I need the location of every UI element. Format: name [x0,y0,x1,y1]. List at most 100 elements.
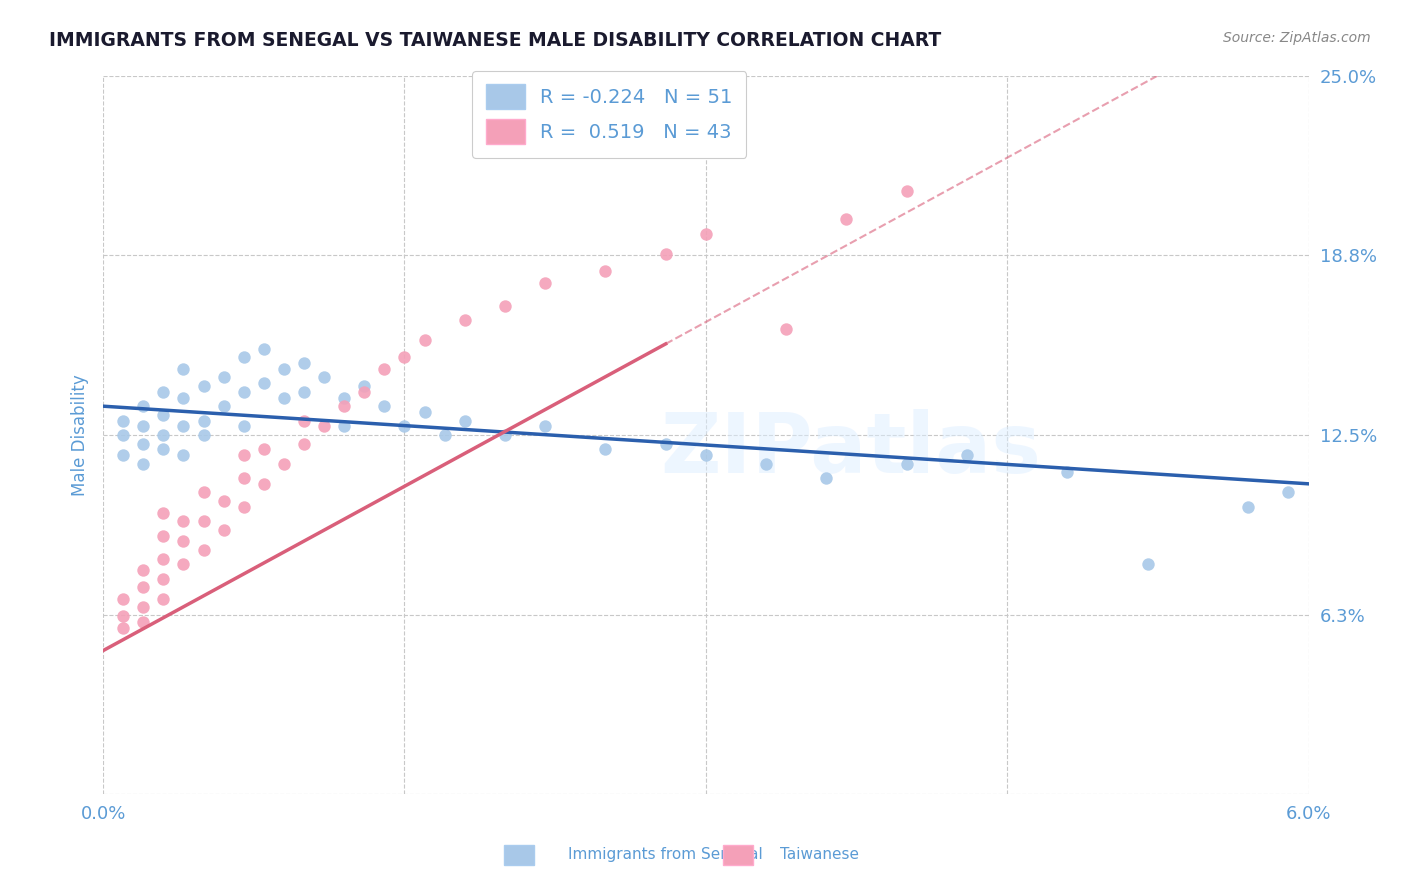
Point [413,405,436,419]
Text: Source: ZipAtlas.com: Source: ZipAtlas.com [1223,31,1371,45]
Point [534,419,557,434]
Point [292,384,315,399]
Point [373,399,395,413]
Point [333,419,356,434]
Point [292,413,315,427]
Point [173,514,195,528]
Point [152,408,174,422]
Point [1136,558,1159,572]
Point [755,457,778,471]
Point [333,391,356,405]
Point [193,485,215,500]
Point [835,212,858,227]
Point [595,264,617,278]
Point [173,361,195,376]
Point [1056,466,1078,480]
Point [232,471,254,485]
Point [695,448,717,462]
Point [173,558,195,572]
Point [132,399,155,413]
Point [494,299,516,313]
Point [353,384,375,399]
Point [212,399,235,413]
Point [394,351,416,365]
Point [132,563,155,577]
Point [193,413,215,427]
Point [896,457,918,471]
Point [132,580,155,594]
Point [193,428,215,442]
Point [152,551,174,566]
Point [1277,485,1299,500]
Point [595,442,617,457]
Point [454,413,477,427]
Point [132,436,155,450]
Point [314,419,336,434]
Point [152,591,174,606]
Text: Immigrants from Senegal: Immigrants from Senegal [568,847,763,862]
Point [253,376,276,391]
Y-axis label: Male Disability: Male Disability [72,374,89,496]
Point [534,276,557,290]
Point [896,184,918,198]
Point [292,436,315,450]
Point [413,333,436,347]
Point [433,428,456,442]
Point [132,419,155,434]
Point [232,419,254,434]
Point [132,457,155,471]
Point [173,391,195,405]
Point [273,361,295,376]
Point [152,428,174,442]
Point [454,313,477,327]
Point [132,615,155,629]
Point [253,442,276,457]
Point [193,543,215,558]
Point [173,419,195,434]
Point [232,500,254,514]
Point [212,494,235,508]
Legend: R = -0.224   N = 51, R =  0.519   N = 43: R = -0.224 N = 51, R = 0.519 N = 43 [472,70,747,158]
Point [173,534,195,549]
Point [232,384,254,399]
Point [353,379,375,393]
Point [112,413,135,427]
Point [152,528,174,542]
Point [152,506,174,520]
Text: Taiwanese: Taiwanese [780,847,859,862]
Point [152,572,174,586]
Point [193,514,215,528]
Point [273,391,295,405]
Point [112,609,135,624]
Point [333,399,356,413]
Point [253,342,276,356]
Point [253,476,276,491]
Point [775,321,797,335]
Point [956,448,979,462]
Point [815,471,838,485]
Point [112,591,135,606]
Point [394,419,416,434]
Point [273,457,295,471]
Text: ZIPatlas: ZIPatlas [659,409,1040,490]
Text: IMMIGRANTS FROM SENEGAL VS TAIWANESE MALE DISABILITY CORRELATION CHART: IMMIGRANTS FROM SENEGAL VS TAIWANESE MAL… [49,31,942,50]
Point [232,351,254,365]
Point [212,370,235,384]
Point [314,370,336,384]
Point [373,361,395,376]
Point [654,436,676,450]
Point [654,247,676,261]
Point [152,442,174,457]
Point [132,600,155,615]
Point [695,227,717,241]
Point [112,428,135,442]
Point [193,379,215,393]
Point [292,356,315,370]
Point [173,448,195,462]
Point [232,448,254,462]
Point [112,448,135,462]
Point [152,384,174,399]
Point [494,428,516,442]
Point [212,523,235,537]
Point [1237,500,1260,514]
